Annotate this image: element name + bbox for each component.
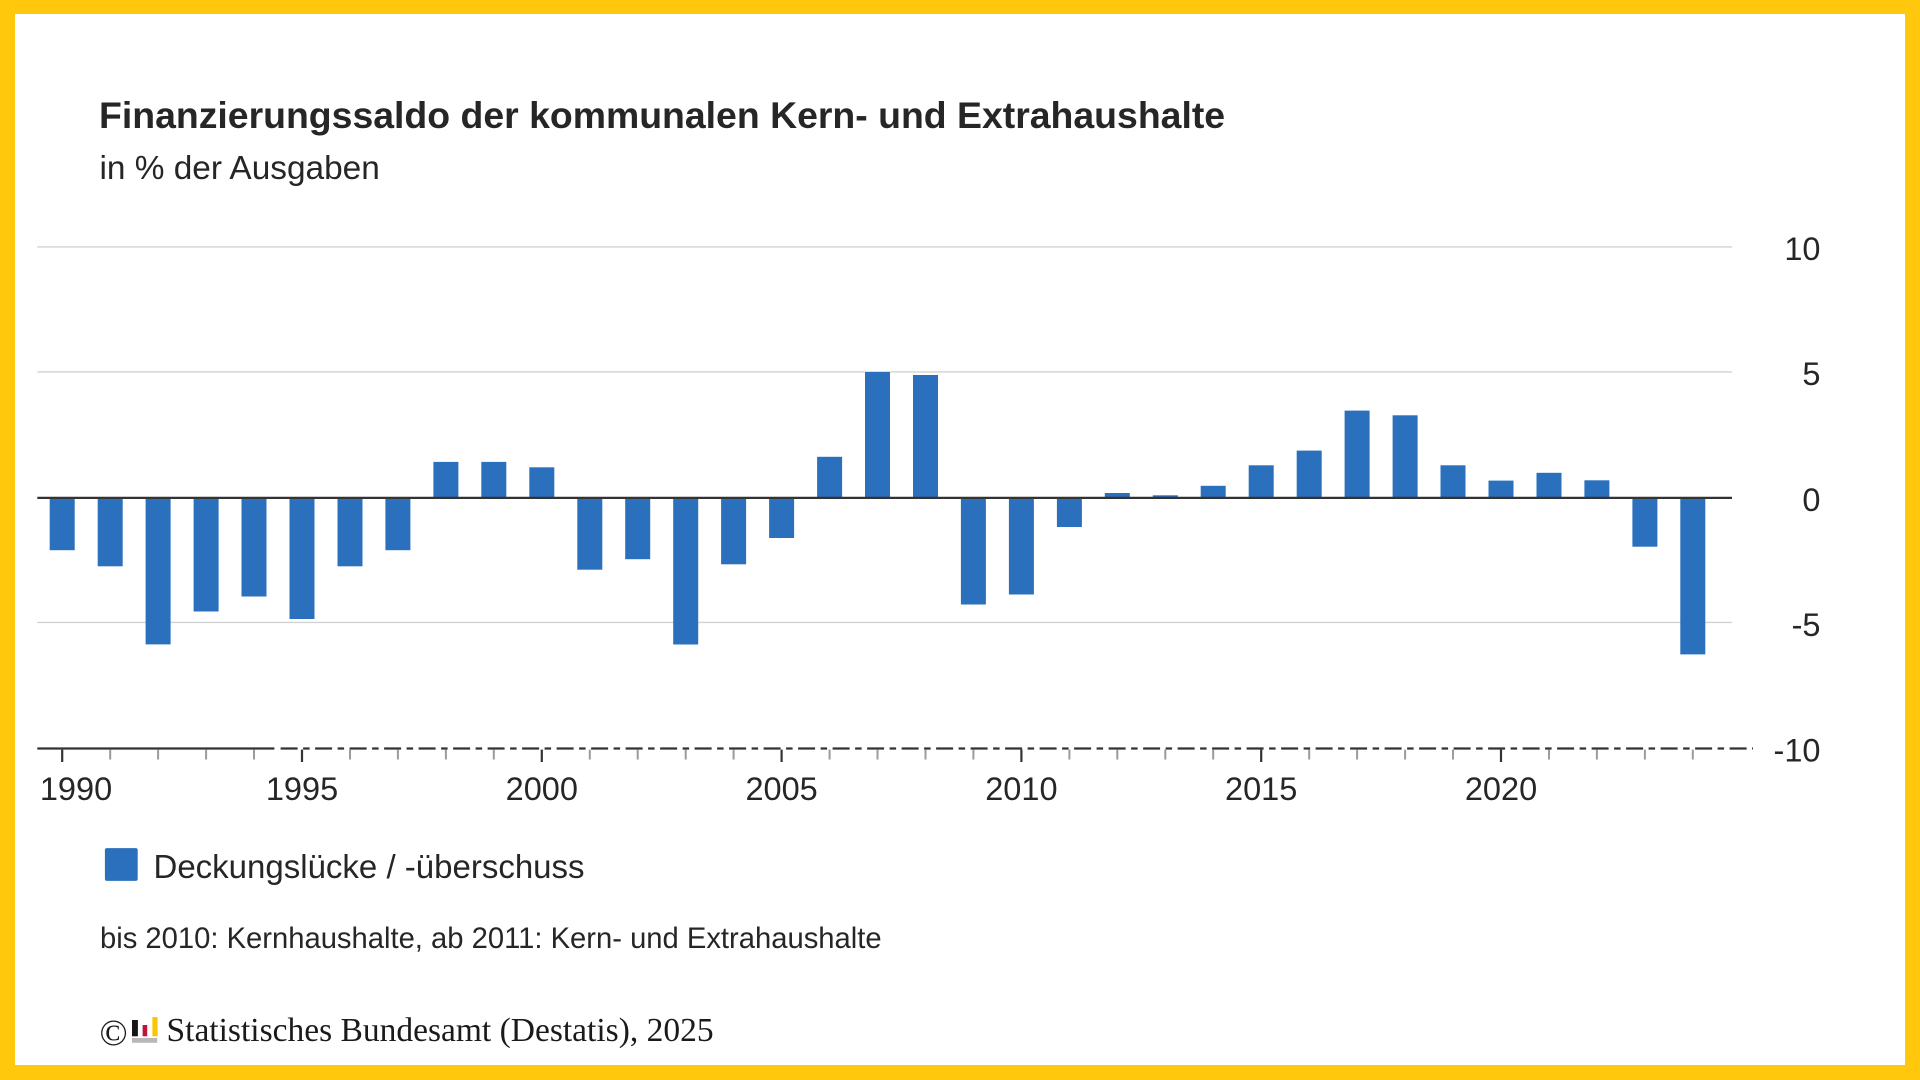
svg-text:2015: 2015 xyxy=(1225,771,1297,807)
svg-text:Deckungslücke / -überschuss: Deckungslücke / -überschuss xyxy=(154,848,585,885)
svg-text:bis 2010: Kernhaushalte, ab 20: bis 2010: Kernhaushalte, ab 2011: Kern- … xyxy=(100,923,882,955)
svg-text:-10: -10 xyxy=(1774,732,1821,768)
svg-text:©: © xyxy=(100,1013,128,1054)
svg-text:-5: -5 xyxy=(1792,607,1821,643)
svg-text:0: 0 xyxy=(1802,482,1820,518)
svg-text:1995: 1995 xyxy=(266,771,338,807)
svg-text:1990: 1990 xyxy=(40,771,112,807)
svg-text:2000: 2000 xyxy=(506,771,578,807)
svg-text:Finanzierungssaldo der kommuna: Finanzierungssaldo der kommunalen Kern- … xyxy=(99,94,1225,136)
svg-text:Statistisches Bundesamt (Desta: Statistisches Bundesamt (Destatis), 2025 xyxy=(167,1012,714,1049)
svg-text:2005: 2005 xyxy=(745,771,817,807)
svg-text:in % der Ausgaben: in % der Ausgaben xyxy=(100,150,380,187)
svg-text:2010: 2010 xyxy=(985,771,1057,807)
svg-text:10: 10 xyxy=(1784,231,1820,267)
svg-text:2020: 2020 xyxy=(1465,771,1537,807)
svg-text:5: 5 xyxy=(1802,356,1820,392)
